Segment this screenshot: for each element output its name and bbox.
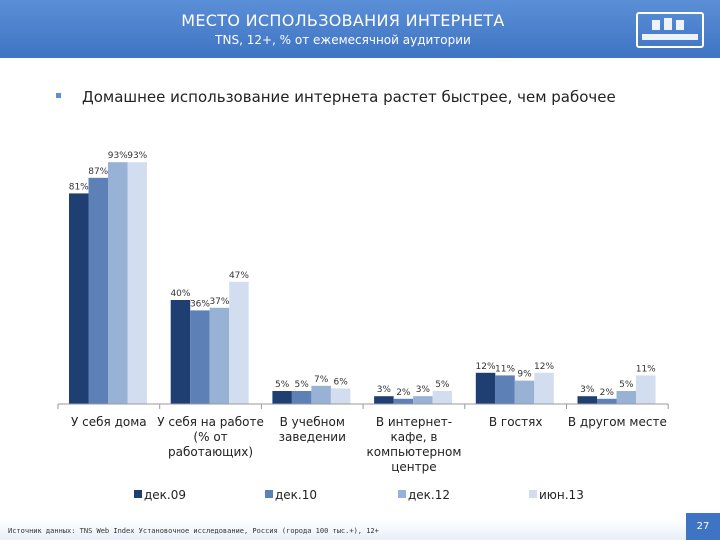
data-label: 40% — [170, 289, 190, 299]
page-number: 27 — [686, 513, 720, 540]
legend-swatch — [134, 490, 142, 498]
category-label: кафе, в — [390, 430, 437, 444]
bar — [534, 372, 554, 404]
data-label: 93% — [127, 151, 147, 161]
category-label: У себя на работе — [157, 415, 264, 429]
data-label: 37% — [209, 297, 229, 307]
bar — [108, 162, 128, 404]
data-label: 9% — [517, 370, 532, 380]
bar — [475, 372, 496, 404]
source-note: Источник данных: TNS Web Index Установоч… — [8, 527, 379, 535]
bar — [170, 300, 191, 404]
data-label: 3% — [377, 385, 392, 395]
bar — [374, 396, 394, 404]
category-label: центре — [391, 460, 436, 474]
data-label: 2% — [600, 388, 615, 398]
bar — [432, 391, 453, 404]
data-label: 47% — [229, 271, 249, 281]
bar — [272, 391, 292, 404]
bar — [616, 391, 636, 404]
data-label: 3% — [580, 385, 595, 395]
data-label: 36% — [190, 299, 210, 309]
category-label: заведении — [279, 430, 346, 444]
data-label: 7% — [314, 375, 329, 385]
data-label: 5% — [295, 380, 310, 390]
slide-title: МЕСТО ИСПОЛЬЗОВАНИЯ ИНТЕРНЕТА — [181, 11, 505, 30]
legend-swatch — [398, 490, 406, 498]
bar-chart: 81% 40% 5% 3% 12% 3% 87% 36% 5% 2% 11% 2% 93% 37% 7% 3%… — [57, 151, 669, 502]
category-label: У себя дома — [71, 415, 147, 429]
bar — [127, 162, 147, 404]
slide-subtitle: TNS, 12+, % от ежемесячной аудитории — [215, 33, 471, 47]
data-label: 6% — [334, 377, 349, 387]
headline: Домашнее использование интернета растет … — [82, 88, 616, 106]
data-label: 3% — [416, 385, 431, 395]
bar — [413, 396, 433, 404]
data-label: 5% — [619, 380, 634, 390]
legend-label: июн.13 — [539, 488, 584, 502]
legend-swatch — [529, 490, 537, 498]
data-label: 11% — [495, 364, 515, 374]
data-label: 87% — [88, 167, 108, 177]
bar — [311, 385, 331, 404]
bar — [597, 398, 617, 404]
data-label: 12% — [476, 362, 496, 372]
data-label: 5% — [435, 380, 450, 390]
slide-header: МЕСТО ИСПОЛЬЗОВАНИЯ ИНТЕРНЕТА TNS, 12+, … — [0, 0, 720, 58]
category-label: работающих) — [168, 445, 253, 459]
legend-label: дек.09 — [144, 488, 186, 502]
bar — [330, 388, 351, 404]
bar — [291, 391, 312, 404]
category-label: В гостях — [489, 415, 543, 429]
category-label: В учебном — [280, 415, 345, 429]
data-label: 5% — [275, 380, 290, 390]
logo-icon — [636, 12, 704, 48]
bullet-icon — [56, 93, 61, 98]
data-label: 93% — [108, 151, 128, 161]
bar — [88, 177, 108, 404]
legend-swatch — [265, 490, 273, 498]
bar — [69, 193, 89, 404]
data-label: 11% — [636, 364, 656, 374]
category-label: компьютерном — [366, 445, 461, 459]
category-label: В интернет- — [376, 415, 452, 429]
bar — [577, 396, 597, 404]
category-label: В другом месте — [568, 415, 667, 429]
legend-label: дек.10 — [275, 488, 317, 502]
bar — [514, 380, 535, 404]
data-label: 81% — [69, 182, 89, 192]
bar — [209, 307, 230, 404]
bar — [495, 375, 515, 404]
category-label: (% от — [193, 430, 227, 444]
legend-label: дек.12 — [408, 488, 450, 502]
bar — [393, 398, 414, 404]
data-label: 12% — [534, 362, 554, 372]
footer-band — [0, 520, 720, 540]
bar — [636, 375, 656, 404]
bar — [229, 281, 249, 404]
data-label: 2% — [396, 388, 411, 398]
bar — [190, 310, 210, 404]
